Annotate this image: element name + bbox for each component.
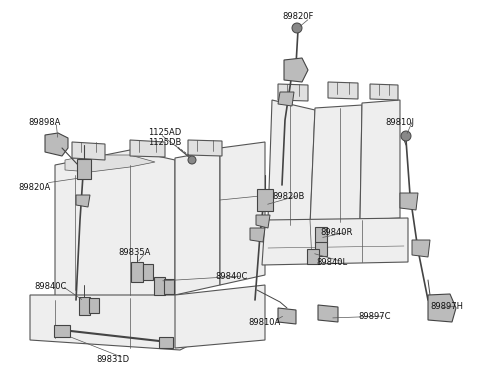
Text: 89831D: 89831D: [96, 355, 129, 364]
FancyBboxPatch shape: [315, 242, 327, 256]
Text: 89840C: 89840C: [215, 272, 247, 281]
Text: 1125DB: 1125DB: [148, 138, 181, 147]
Text: 89897C: 89897C: [358, 312, 391, 321]
Polygon shape: [360, 100, 400, 220]
Polygon shape: [412, 240, 430, 257]
Circle shape: [188, 156, 196, 164]
Polygon shape: [284, 58, 308, 82]
Polygon shape: [175, 285, 265, 348]
Text: 1125AD: 1125AD: [148, 128, 181, 137]
FancyBboxPatch shape: [257, 189, 273, 211]
FancyBboxPatch shape: [77, 159, 91, 179]
Polygon shape: [268, 100, 315, 228]
Polygon shape: [310, 105, 362, 225]
Polygon shape: [262, 218, 408, 265]
Text: 89898A: 89898A: [28, 118, 60, 127]
Polygon shape: [318, 305, 338, 322]
Text: 89820B: 89820B: [272, 192, 304, 201]
Text: 89897H: 89897H: [430, 302, 463, 311]
Text: 89810J: 89810J: [385, 118, 414, 127]
Polygon shape: [45, 133, 68, 156]
Polygon shape: [400, 193, 418, 210]
FancyBboxPatch shape: [143, 264, 153, 280]
Polygon shape: [278, 308, 296, 324]
FancyBboxPatch shape: [131, 262, 143, 282]
Polygon shape: [256, 215, 270, 228]
FancyBboxPatch shape: [164, 279, 174, 294]
Polygon shape: [76, 195, 90, 207]
Polygon shape: [220, 142, 265, 285]
Polygon shape: [72, 142, 105, 160]
Text: 89840L: 89840L: [316, 258, 347, 267]
Polygon shape: [428, 294, 456, 322]
FancyBboxPatch shape: [154, 277, 165, 295]
Text: 89810A: 89810A: [248, 318, 280, 327]
Circle shape: [292, 23, 302, 33]
Text: 89820F: 89820F: [282, 12, 313, 21]
Circle shape: [401, 131, 411, 141]
Text: 89840C: 89840C: [34, 282, 66, 291]
Polygon shape: [55, 150, 175, 310]
FancyBboxPatch shape: [54, 325, 70, 337]
Polygon shape: [130, 140, 165, 157]
Polygon shape: [278, 92, 294, 106]
Polygon shape: [250, 228, 265, 242]
Polygon shape: [278, 84, 308, 101]
Polygon shape: [370, 84, 398, 100]
FancyBboxPatch shape: [89, 298, 99, 313]
Polygon shape: [188, 140, 222, 156]
Text: 89840R: 89840R: [320, 228, 352, 237]
FancyBboxPatch shape: [307, 249, 319, 264]
Text: 89835A: 89835A: [118, 248, 150, 257]
Polygon shape: [30, 295, 200, 350]
Polygon shape: [65, 155, 155, 172]
FancyBboxPatch shape: [315, 227, 327, 243]
FancyBboxPatch shape: [79, 297, 90, 315]
Text: 89820A: 89820A: [18, 183, 50, 192]
Polygon shape: [175, 150, 220, 295]
Polygon shape: [328, 82, 358, 99]
FancyBboxPatch shape: [159, 337, 173, 348]
